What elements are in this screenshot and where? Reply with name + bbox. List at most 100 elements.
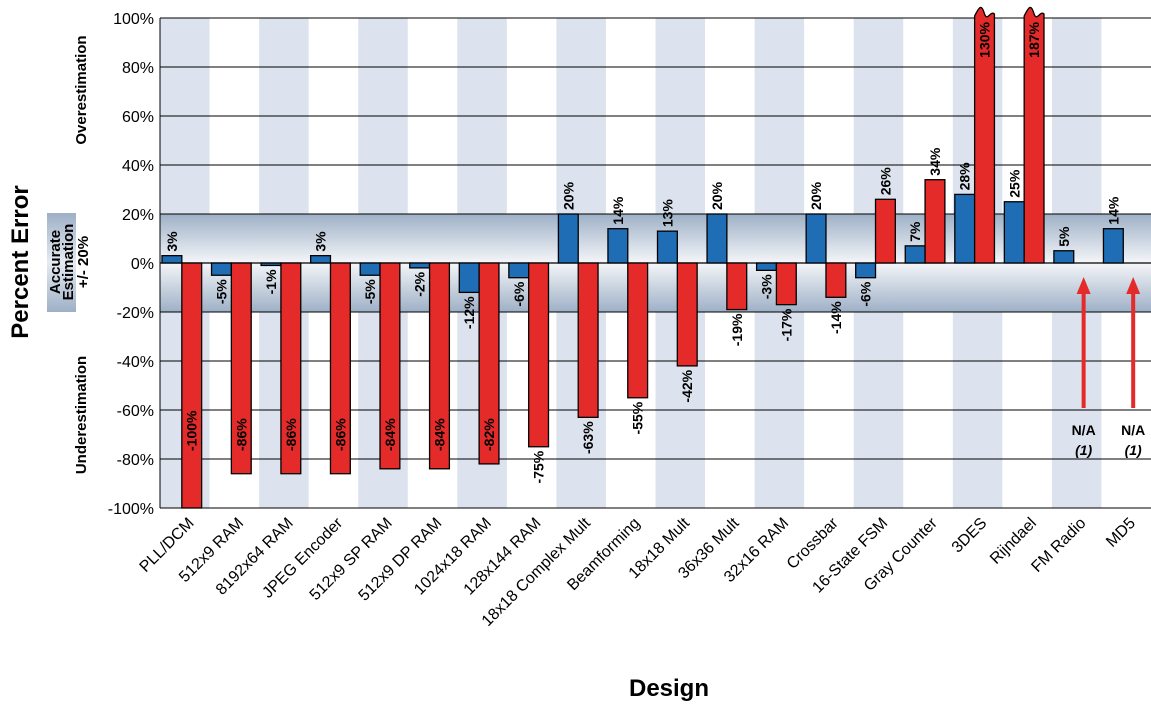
y-tick-label: -40% [117, 354, 154, 371]
x-axis-title: Design [629, 675, 709, 702]
na-note: (1) [1125, 442, 1142, 458]
bar-red [577, 262, 599, 419]
region-labels: Overestimation Accurate Estimation +/- 2… [47, 35, 92, 474]
data-label: -12% [461, 296, 477, 329]
data-label: -5% [213, 279, 229, 304]
data-label: -5% [362, 279, 378, 304]
data-label: 3% [164, 231, 180, 252]
accurate-box [47, 213, 76, 312]
bar-blue [904, 245, 926, 264]
data-label: 14% [610, 196, 626, 225]
y-tick-label: 80% [122, 60, 154, 77]
data-label: -2% [412, 271, 428, 296]
band-lower [160, 263, 1151, 312]
bar-red [924, 179, 946, 264]
region-label-accurate-3: +/- 20% [75, 236, 92, 288]
bar-blue [557, 213, 579, 264]
bar-red-truncated [973, 6, 996, 264]
bar-red [627, 262, 649, 399]
bars [161, 6, 1124, 509]
na-arrow-head [1126, 277, 1141, 294]
data-label: -82% [481, 418, 497, 451]
na-label: N/A [1121, 422, 1145, 438]
x-category-label: FM Radio [1028, 515, 1089, 576]
bar-red [528, 262, 550, 448]
bar-blue [309, 254, 332, 264]
data-label: 130% [977, 21, 993, 57]
bar-red [874, 198, 896, 264]
data-label: -84% [431, 418, 447, 451]
band-upper [160, 214, 1151, 263]
bar-blue [706, 213, 728, 264]
bar-blue [805, 213, 827, 264]
bar-blue [1003, 201, 1025, 264]
data-label: -6% [858, 281, 874, 306]
data-label: 34% [927, 147, 943, 176]
bar-red [428, 262, 451, 470]
bar-red [775, 262, 797, 306]
y-tick-label: 20% [122, 207, 154, 224]
data-label: -19% [729, 313, 745, 346]
bar-blue [409, 262, 431, 269]
data-label: -100% [184, 410, 200, 451]
data-label: 187% [1026, 21, 1042, 57]
bar-red [230, 262, 252, 475]
data-label: 13% [659, 199, 675, 228]
bar-blue [508, 262, 530, 279]
y-tick-labels: -100% -80% -60% -40% -20% 0% 20% 40% 60% 80% 100% [108, 11, 154, 518]
data-label: 26% [877, 167, 893, 196]
bar-blue [656, 230, 678, 264]
data-label: 28% [957, 162, 973, 191]
data-label: -86% [233, 418, 249, 451]
region-label-over: Overestimation [73, 35, 90, 144]
data-label: -1% [263, 269, 279, 294]
y-tick-label: 100% [113, 11, 154, 28]
bar-blue [607, 228, 629, 264]
not-available-markers: N/A (1) N/A (1) [1072, 277, 1145, 458]
data-label: -55% [630, 401, 646, 434]
data-label: -86% [332, 418, 348, 451]
y-tick-label: -80% [117, 452, 154, 469]
bar-blue [161, 254, 183, 264]
y-tick-label: 40% [122, 158, 154, 175]
bar-red [478, 262, 500, 465]
bar-blue [1053, 250, 1075, 264]
na-note: (1) [1075, 442, 1092, 458]
data-label: 14% [1105, 196, 1121, 225]
y-tick-label: -20% [117, 305, 154, 322]
region-label-accurate-2: Estimation [60, 224, 77, 301]
x-category-label: MD5 [1103, 515, 1139, 551]
bar-blue [855, 262, 877, 279]
y-axis-title: Percent Error [7, 185, 34, 338]
data-label: -84% [382, 418, 398, 451]
y-tick-label: -60% [117, 403, 154, 420]
y-tick-label: 60% [122, 109, 154, 126]
bar-blue [210, 262, 233, 276]
region-label-under: Underestimation [73, 356, 90, 474]
data-label: -3% [759, 274, 775, 299]
data-label: -17% [778, 308, 794, 341]
bar-red [181, 262, 203, 509]
bar-blue [458, 262, 480, 294]
data-label: -63% [580, 421, 596, 454]
na-arrow-head [1076, 277, 1091, 294]
bar-red [726, 262, 748, 311]
bar-blue [755, 262, 778, 271]
bar-blue [260, 262, 282, 267]
x-category-label: 3DES [949, 515, 991, 557]
data-label: 20% [709, 181, 725, 210]
y-tick-label: 0% [131, 256, 154, 273]
data-label: -75% [531, 450, 547, 483]
bar-red-truncated [1023, 6, 1045, 264]
data-label: -86% [283, 418, 299, 451]
data-label: 20% [808, 181, 824, 210]
data-label: -6% [511, 281, 527, 306]
data-label: 5% [1056, 226, 1072, 247]
data-label: 25% [1006, 169, 1022, 198]
na-label: N/A [1072, 422, 1096, 438]
bar-blue [359, 262, 381, 276]
data-label: -14% [828, 301, 844, 334]
bar-blue [1102, 228, 1124, 264]
